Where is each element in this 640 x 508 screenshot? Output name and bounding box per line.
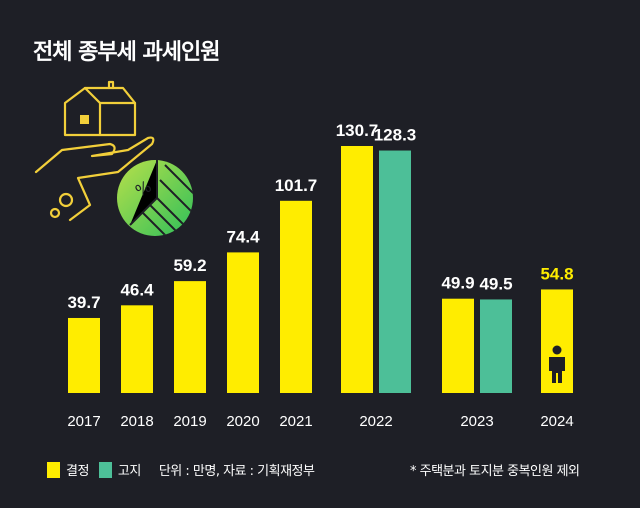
data-label: 101.7 — [275, 176, 318, 195]
person-icon-body — [549, 357, 565, 383]
legend-swatch-결정 — [47, 461, 60, 478]
bar-2024-결정 — [541, 289, 573, 393]
x-tick-label: 2019 — [173, 413, 206, 430]
x-tick-label: 2021 — [279, 413, 312, 430]
data-label: 49.5 — [479, 274, 512, 293]
unit-note: 단위 : 만명, 자료 : 기획재정부 — [158, 464, 315, 479]
bar-2021-결정 — [280, 200, 312, 393]
bar-2020-결정 — [227, 252, 259, 393]
legend-label: 고지 — [117, 464, 141, 479]
bar-2017-결정 — [68, 317, 100, 393]
legend-swatch-고지 — [98, 461, 112, 478]
data-label: 130.7 — [336, 121, 379, 140]
x-tick-label: 2017 — [67, 413, 100, 430]
legend: 결정 고지 단위 : 만명, 자료 : 기획재정부 — [47, 460, 315, 479]
data-label: 49.9 — [441, 274, 474, 293]
x-tick-label: 2022 — [359, 413, 392, 430]
house-in-hand-icon — [34, 80, 155, 222]
bar-2022-고지 — [379, 150, 411, 393]
legend-label: 결정 — [66, 464, 89, 479]
x-tick-label: 2024 — [540, 413, 573, 430]
chart-title: 전체 종부세 과세인원 — [33, 40, 220, 65]
data-label: 128.3 — [374, 126, 417, 145]
data-label: 39.7 — [67, 293, 100, 312]
x-tick-label: 2023 — [460, 413, 493, 430]
data-label: 59.2 — [173, 256, 206, 275]
bar-2023-고지 — [480, 299, 512, 393]
data-label: 74.4 — [226, 227, 260, 246]
data-label: 46.4 — [120, 280, 154, 299]
percent-pie-icon: % — [117, 160, 193, 236]
bar-2018-결정 — [121, 305, 153, 393]
bar-2019-결정 — [174, 281, 206, 393]
bar-2023-결정 — [442, 298, 474, 393]
x-tick-label: 2018 — [120, 413, 153, 430]
person-icon — [552, 345, 562, 355]
x-tick-label: 2020 — [226, 413, 259, 430]
data-label: 54.8 — [540, 264, 573, 283]
footnote: * 주택분과 토지분 중복인원 제외 — [410, 464, 580, 479]
bar-2022-결정 — [341, 146, 373, 393]
